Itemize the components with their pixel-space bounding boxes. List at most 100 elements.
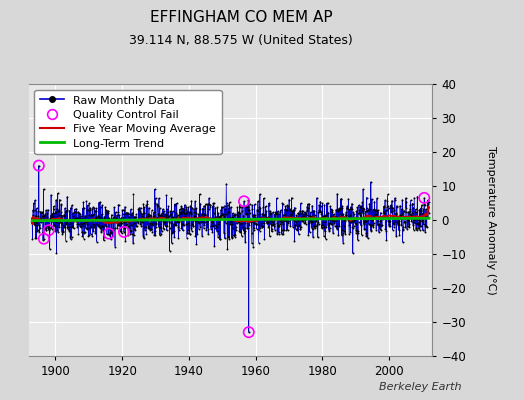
Point	[346, 218, 355, 225]
Point	[127, 212, 136, 218]
Point	[43, 224, 52, 230]
Point	[82, 219, 90, 225]
Point	[67, 217, 75, 224]
Point	[46, 225, 54, 232]
Point	[189, 222, 197, 229]
Point	[289, 209, 298, 215]
Point	[279, 212, 288, 218]
Point	[375, 221, 384, 227]
Point	[384, 203, 392, 210]
Point	[381, 215, 390, 221]
Point	[110, 218, 118, 224]
Point	[89, 228, 97, 234]
Point	[167, 195, 176, 202]
Point	[370, 211, 379, 217]
Point	[141, 214, 150, 220]
Point	[307, 219, 315, 225]
Point	[371, 207, 379, 213]
Point	[162, 192, 171, 198]
Point	[369, 223, 378, 230]
Point	[146, 221, 155, 228]
Point	[50, 206, 58, 212]
Point	[109, 225, 117, 231]
Point	[336, 210, 345, 217]
Point	[314, 219, 322, 225]
Point	[233, 211, 241, 217]
Point	[98, 202, 106, 208]
Point	[80, 220, 88, 226]
Point	[68, 223, 77, 229]
Point	[39, 229, 48, 235]
Point	[159, 226, 168, 232]
Point	[240, 198, 248, 204]
Point	[354, 228, 363, 234]
Point	[176, 215, 184, 221]
Point	[398, 206, 406, 212]
Point	[89, 233, 97, 239]
Point	[211, 204, 220, 211]
Point	[343, 204, 351, 211]
Point	[226, 214, 234, 221]
Point	[361, 218, 369, 225]
Point	[406, 208, 414, 214]
Point	[374, 207, 383, 213]
Point	[364, 235, 372, 241]
Point	[235, 216, 243, 222]
Point	[237, 220, 245, 226]
Point	[211, 225, 219, 232]
Point	[320, 213, 329, 220]
Point	[157, 231, 165, 237]
Point	[349, 209, 357, 216]
Point	[54, 229, 62, 236]
Point	[41, 226, 50, 233]
Point	[99, 227, 107, 233]
Point	[336, 206, 344, 213]
Point	[222, 220, 230, 226]
Point	[373, 222, 381, 228]
Point	[398, 196, 407, 203]
Point	[247, 230, 256, 236]
Point	[397, 212, 405, 218]
Point	[292, 222, 301, 229]
Point	[196, 200, 204, 207]
Point	[359, 207, 367, 214]
Point	[75, 223, 84, 230]
Point	[202, 218, 211, 224]
Point	[301, 219, 309, 226]
Point	[83, 221, 92, 227]
Point	[281, 206, 289, 212]
Point	[171, 219, 179, 226]
Point	[164, 203, 172, 210]
Point	[385, 220, 394, 227]
Point	[248, 213, 257, 219]
Point	[365, 213, 374, 220]
Point	[144, 211, 152, 217]
Point	[155, 195, 163, 202]
Point	[395, 218, 403, 224]
Point	[91, 214, 100, 220]
Point	[376, 226, 384, 232]
Point	[377, 223, 385, 229]
Point	[385, 222, 393, 229]
Point	[227, 204, 235, 210]
Point	[198, 233, 206, 239]
Point	[296, 226, 304, 232]
Point	[418, 210, 427, 217]
Point	[380, 203, 388, 209]
Point	[343, 203, 352, 209]
Point	[351, 216, 359, 222]
Point	[151, 231, 159, 238]
Point	[424, 201, 432, 207]
Point	[190, 206, 198, 212]
Point	[34, 208, 42, 214]
Point	[193, 231, 202, 237]
Point	[350, 211, 358, 218]
Point	[298, 218, 306, 224]
Point	[246, 210, 254, 216]
Point	[59, 228, 67, 234]
Point	[344, 206, 352, 212]
Point	[412, 209, 421, 215]
Point	[188, 228, 196, 234]
Point	[203, 224, 211, 230]
Point	[424, 213, 432, 220]
